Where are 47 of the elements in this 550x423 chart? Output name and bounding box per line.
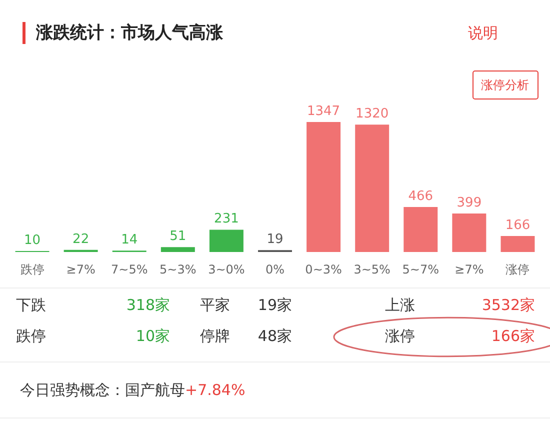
text: 跌停 — [16, 327, 46, 345]
data-label: 22 — [72, 232, 90, 247]
text: 国产航母 — [125, 381, 185, 399]
text: 说明 — [468, 24, 498, 42]
text: 48家 — [258, 327, 292, 345]
bar — [500, 236, 535, 252]
text: 166家 — [491, 327, 535, 345]
text: 下跌 — [16, 296, 46, 314]
data-label: 10 — [24, 233, 41, 248]
text: 今日强势概念： — [20, 381, 125, 399]
bar — [306, 122, 341, 252]
data-label: 231 — [214, 212, 239, 227]
x-tick-label: 涨停 — [506, 262, 530, 276]
bar — [355, 124, 390, 252]
x-tick-label: 5~7% — [402, 262, 440, 276]
text: 平家 — [200, 296, 230, 314]
x-tick-label: 0~3% — [305, 262, 342, 276]
x-tick-label: ≥7% — [66, 262, 96, 276]
x-tick-label: 0% — [265, 262, 285, 276]
x-tick-label: ≥7% — [454, 262, 484, 276]
bar — [160, 247, 195, 252]
text: +7.84% — [185, 381, 246, 399]
x-tick-label: 3~5% — [354, 262, 390, 276]
text: 停牌 — [200, 327, 230, 345]
x-tick-label: 7~5% — [110, 262, 148, 276]
x-tick-label: 跌停 — [20, 262, 44, 276]
chart-title: 涨跌统计：市场人气高涨 — [35, 23, 224, 43]
bar — [209, 230, 244, 252]
text: 318家 — [126, 296, 170, 314]
data-label: 14 — [121, 232, 138, 248]
x-tick-label: 3~0% — [208, 262, 245, 276]
data-label: 1347 — [307, 104, 340, 119]
text: 涨停 — [385, 327, 415, 345]
data-label: 1320 — [356, 106, 389, 122]
data-label: 466 — [408, 189, 434, 204]
text: 10家 — [136, 327, 170, 345]
data-label: 399 — [456, 195, 482, 210]
text: 3532家 — [482, 296, 535, 314]
data-label: 51 — [170, 229, 186, 244]
data-label: 166 — [505, 218, 530, 233]
bar — [452, 213, 486, 252]
data-label: 19 — [266, 232, 284, 248]
bar — [404, 207, 438, 252]
x-tick-label: 5~3% — [160, 262, 196, 276]
text: 涨停分析 — [481, 78, 529, 92]
text: 上涨 — [385, 296, 415, 314]
text: 19家 — [258, 296, 292, 314]
